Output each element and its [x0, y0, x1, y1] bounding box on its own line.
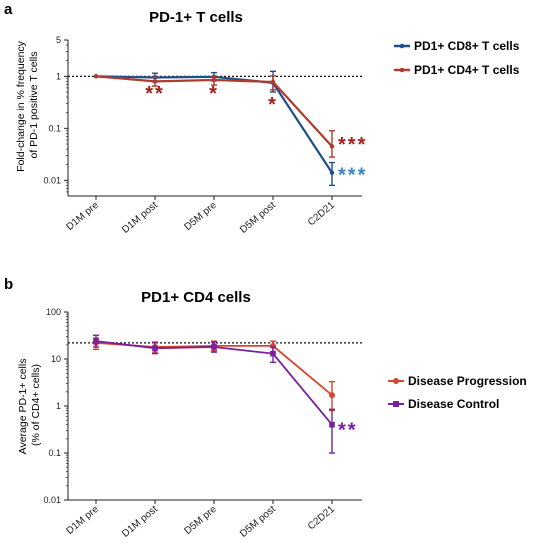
panel-a-title: PD-1+ T cells — [149, 9, 243, 26]
panel-b-x-tick-label: D1M post — [120, 504, 160, 540]
legend-marker-control — [393, 401, 399, 407]
panel-a-ylabel-line1: Fold-change in % frequency — [15, 40, 27, 171]
panel-b-legend: Disease Progression Disease Control — [388, 374, 527, 411]
panel-b-x-tick-label: C2D21 — [306, 504, 337, 533]
panel-b: b PD1+ CD4 cells Average PD-1+ cells (% … — [4, 276, 527, 540]
panel-a-significance-mark: * — [268, 94, 278, 116]
panel-a-y-tick-label: 1 — [56, 71, 61, 81]
panel-b-significance-mark: ** — [338, 419, 358, 441]
panel-a-y-tick-label: 0.01 — [43, 175, 61, 185]
panel-a-x-tick-label: D5M pre — [182, 200, 219, 233]
panel-a: a PD-1+ T cells Fold-change in % frequen… — [4, 1, 520, 236]
panel-b-series-1-point — [329, 392, 335, 399]
panel-a-significance-mark: ** — [145, 83, 165, 105]
panel-a-significance-mark: * — [209, 83, 219, 105]
panel-b-ylabel-line1: Average PD-1+ cells — [17, 359, 29, 455]
panel-a-significance-mark: *** — [338, 134, 367, 156]
panel-b-series-2-point — [152, 345, 158, 351]
panel-b-y-tick-label: 1 — [56, 401, 61, 411]
panel-b-y-tick-label: 0.01 — [43, 495, 61, 505]
legend-marker-cd8 — [399, 43, 405, 49]
panel-a-y-tick-label: 0.1 — [48, 123, 61, 133]
legend-label-cd8: PD1+ CD8+ T cells — [414, 39, 520, 53]
panel-a-series-2-point — [270, 79, 276, 85]
panel-b-plot: 0.01 0.1 1 10 100 D1M pre D1M post D5M pre D5M p… — [43, 307, 362, 540]
panel-b-x-tick-label: D5M pre — [182, 504, 219, 537]
panel-b-y-tick-label: 10 — [51, 354, 61, 364]
panel-b-x-tick-label: D5M post — [238, 504, 278, 540]
panel-b-series-2-point — [329, 421, 335, 428]
panel-b-series-2-point — [211, 344, 217, 350]
panel-a-significance-mark: *** — [338, 165, 367, 187]
legend-item-control[interactable]: Disease Control — [388, 397, 499, 411]
panel-b-x-tick-label: D1M pre — [64, 504, 101, 537]
panel-a-series-1-point — [329, 170, 335, 175]
panel-a-ylabel: Fold-change in % frequency of PD-1 posit… — [15, 38, 40, 172]
panel-a-x-tick-label: D5M post — [238, 200, 278, 236]
panel-b-ylabel: Average PD-1+ cells (% of CD4+ cells) — [17, 356, 42, 455]
legend-label-control: Disease Control — [408, 397, 499, 411]
panel-a-x-tick-label: C2D21 — [306, 200, 337, 229]
panel-a-series-2-point — [152, 79, 158, 84]
panel-a-y-tick-label: 5 — [56, 35, 61, 45]
legend-label-cd4: PD1+ CD4+ T cells — [414, 63, 520, 77]
legend-item-cd4[interactable]: PD1+ CD4+ T cells — [394, 63, 520, 77]
panel-b-series-2-point — [270, 350, 276, 357]
panel-a-letter: a — [4, 1, 13, 18]
legend-marker-cd4 — [399, 67, 405, 73]
legend-label-progression: Disease Progression — [408, 374, 527, 388]
panel-a-x-tick-label: D1M pre — [64, 200, 101, 233]
panel-b-letter: b — [4, 276, 13, 293]
panel-a-legend: PD1+ CD8+ T cells PD1+ CD4+ T cells — [394, 39, 520, 77]
panel-a-ylabel-line2: of PD-1 positive T cells — [28, 52, 40, 159]
panel-a-x-tick-label: D1M post — [120, 200, 160, 236]
panel-b-y-tick-label: 100 — [46, 307, 61, 317]
legend-marker-progression — [393, 378, 399, 384]
panel-a-series-2-point — [329, 144, 335, 149]
panel-b-ylabel-line2: (% of CD4+ cells) — [30, 364, 42, 446]
panel-b-series-2-point — [93, 338, 99, 344]
legend-item-cd8[interactable]: PD1+ CD8+ T cells — [394, 39, 520, 53]
panel-a-series-2-point — [211, 77, 217, 83]
legend-item-progression[interactable]: Disease Progression — [388, 374, 527, 388]
panel-b-title: PD1+ CD4 cells — [141, 289, 251, 306]
panel-a-series-2-point — [93, 74, 99, 79]
panel-b-y-tick-label: 0.1 — [48, 448, 61, 458]
panel-b-series-2-line — [95, 340, 333, 426]
panel-a-plot: 0.01 0.1 1 5 D1M pre D1M post D5M pre D5M post C… — [43, 35, 367, 236]
